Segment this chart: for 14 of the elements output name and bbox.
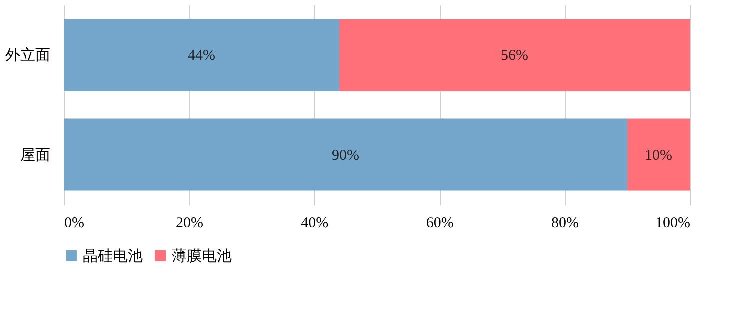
y-tick-label: 外立面 — [6, 47, 50, 64]
x-tick-label: 40% — [301, 216, 329, 232]
data-label: 90% — [332, 148, 360, 164]
legend-label: 薄膜电池 — [172, 248, 232, 265]
data-label: 44% — [188, 48, 216, 64]
y-tick-label: 屋面 — [20, 148, 50, 164]
x-tick-label: 0% — [64, 216, 84, 232]
data-label: 56% — [500, 48, 528, 64]
x-tick-label: 100% — [656, 216, 690, 232]
x-tick-label: 20% — [176, 216, 204, 232]
x-tick-label: 60% — [426, 216, 454, 232]
data-label: 10% — [644, 148, 672, 164]
x-tick-label: 80% — [552, 216, 580, 232]
legend-label: 晶硅电池 — [83, 248, 143, 265]
